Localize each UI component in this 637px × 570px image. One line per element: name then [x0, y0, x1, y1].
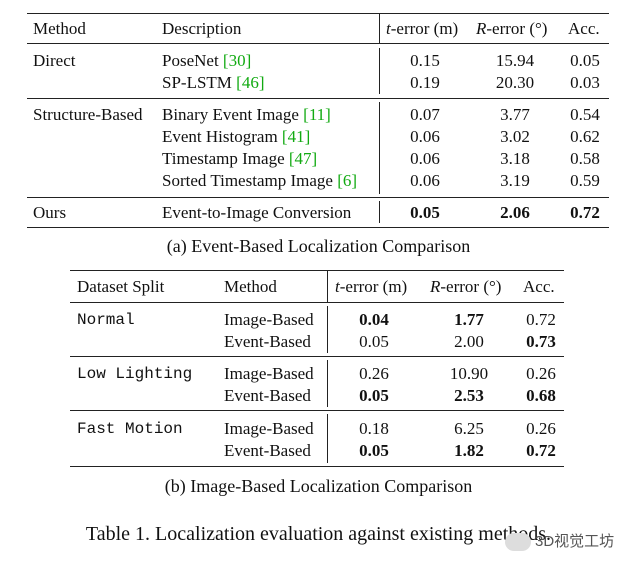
table-b-t-value: 0.26 [359, 364, 389, 383]
table-a-r-value: 15.94 [495, 51, 535, 70]
table-b-header-acc: Acc. [523, 277, 555, 296]
table-a-acc-value: 0.03 [570, 73, 600, 92]
table-b-r-value: 1.77 [454, 310, 484, 329]
table-a-header-description: Description [162, 19, 242, 38]
table-b-group-rule [70, 410, 564, 411]
table-b-top-rule [70, 270, 564, 271]
table-b-method: Image-Based [224, 364, 314, 383]
table-a-column-divider [379, 14, 380, 43]
table-b-t-value: 0.18 [359, 419, 389, 438]
table-a-description: Event Histogram [41] [162, 127, 311, 146]
table-a-acc-value: 0.54 [570, 105, 600, 124]
table-a-description: Timestamp Image [47] [162, 149, 318, 168]
table-b-r-value: 6.25 [454, 419, 484, 438]
table-b-header-t-error: t-error (m) [335, 277, 408, 296]
table-a-t-value: 0.19 [410, 73, 440, 92]
table-b-header-method: Method [224, 277, 277, 296]
table-a-group-rule [27, 98, 609, 99]
table-a-column-divider [379, 102, 380, 194]
table-a-method-label: Structure-Based [33, 105, 143, 124]
table-a-r-value: 3.02 [500, 127, 530, 146]
table-a-r-value: 3.19 [500, 171, 530, 190]
table-a-column-divider [379, 201, 380, 223]
table-b-split-label: Normal [77, 311, 135, 329]
table-b-header-rule [70, 302, 564, 303]
table-a-t-value: 0.06 [410, 171, 440, 190]
table-a-bottom-rule [27, 227, 609, 228]
table-b-split-label: Low Lighting [77, 365, 193, 383]
table-a-description: Sorted Timestamp Image [6] [162, 171, 358, 190]
table-a-column-divider [379, 48, 380, 94]
watermark-text: 3D视觉工坊 [535, 533, 615, 550]
table-b-r-value: 2.53 [454, 386, 484, 405]
table-a-t-value: 0.05 [410, 203, 440, 222]
table-a-method-label: Direct [33, 51, 76, 70]
wechat-logo-icon [505, 533, 531, 552]
table-a-header-rule [27, 43, 609, 44]
table-a-acc-value: 0.05 [570, 51, 600, 70]
table-b-method: Event-Based [224, 441, 311, 460]
table-b-acc-value: 0.68 [526, 386, 556, 405]
table-caption: Table 1. Localization evaluation against… [85, 523, 552, 545]
table-a-header-t-error: t-error (m) [386, 19, 459, 38]
table-a-t-value: 0.06 [410, 149, 440, 168]
table-b-header-split: Dataset Split [77, 277, 165, 296]
table-b-r-value: 2.00 [454, 332, 484, 351]
table-a-group-rule [27, 197, 609, 198]
table-a-header-r-error: R-error (°) [476, 19, 548, 38]
table-b-column-divider [327, 306, 328, 353]
table-b-method: Image-Based [224, 310, 314, 329]
table-b-r-value: 10.90 [449, 364, 489, 383]
table-b-acc-value: 0.73 [526, 332, 556, 351]
table-a-r-value: 2.06 [500, 203, 530, 222]
table-b-acc-value: 0.26 [526, 364, 556, 383]
table-a-caption: (a) Event-Based Localization Comparison [166, 236, 471, 256]
table-b-header-r-error: R-error (°) [430, 277, 502, 296]
table-b-caption: (b) Image-Based Localization Comparison [164, 476, 473, 496]
table-b-t-value: 0.05 [359, 386, 389, 405]
table-b-acc-value: 0.26 [526, 419, 556, 438]
table-b-column-divider [327, 360, 328, 407]
table-a-description: Binary Event Image [11] [162, 105, 331, 124]
table-b-bottom-rule [70, 466, 564, 467]
table-a-header-method: Method [33, 19, 86, 38]
table-a-t-value: 0.06 [410, 127, 440, 146]
table-b-method: Image-Based [224, 419, 314, 438]
table-a-t-value: 0.07 [410, 105, 440, 124]
table-b-t-value: 0.05 [359, 441, 389, 460]
table-a-acc-value: 0.59 [570, 171, 600, 190]
table-a-header-acc: Acc. [568, 19, 600, 38]
table-b-acc-value: 0.72 [526, 441, 556, 460]
table-a-r-value: 3.77 [500, 105, 530, 124]
table-a-acc-value: 0.58 [570, 149, 600, 168]
table-a-t-value: 0.15 [410, 51, 440, 70]
table-b-method: Event-Based [224, 332, 311, 351]
table-a-top-rule [27, 13, 609, 14]
table-b-r-value: 1.82 [454, 441, 484, 460]
watermark: 3D视觉工坊 [505, 530, 615, 552]
table-a-description: PoseNet [30] [162, 51, 252, 70]
table-a-method-label: Ours [33, 203, 67, 222]
table-a-r-value: 20.30 [495, 73, 535, 92]
table-b-t-value: 0.04 [359, 310, 389, 329]
table-a-acc-value: 0.72 [570, 203, 600, 222]
table-b-group-rule [70, 356, 564, 357]
table-a-description: Event-to-Image Conversion [162, 203, 352, 222]
table-b-column-divider [327, 271, 328, 302]
table-b-method: Event-Based [224, 386, 311, 405]
table-b-t-value: 0.05 [359, 332, 389, 351]
table-b-acc-value: 0.72 [526, 310, 556, 329]
table-b-split-label: Fast Motion [77, 420, 183, 438]
table-a-acc-value: 0.62 [570, 127, 600, 146]
table-a-description: SP-LSTM [46] [162, 73, 265, 92]
table-b-column-divider [327, 414, 328, 463]
table-a-r-value: 3.18 [500, 149, 530, 168]
